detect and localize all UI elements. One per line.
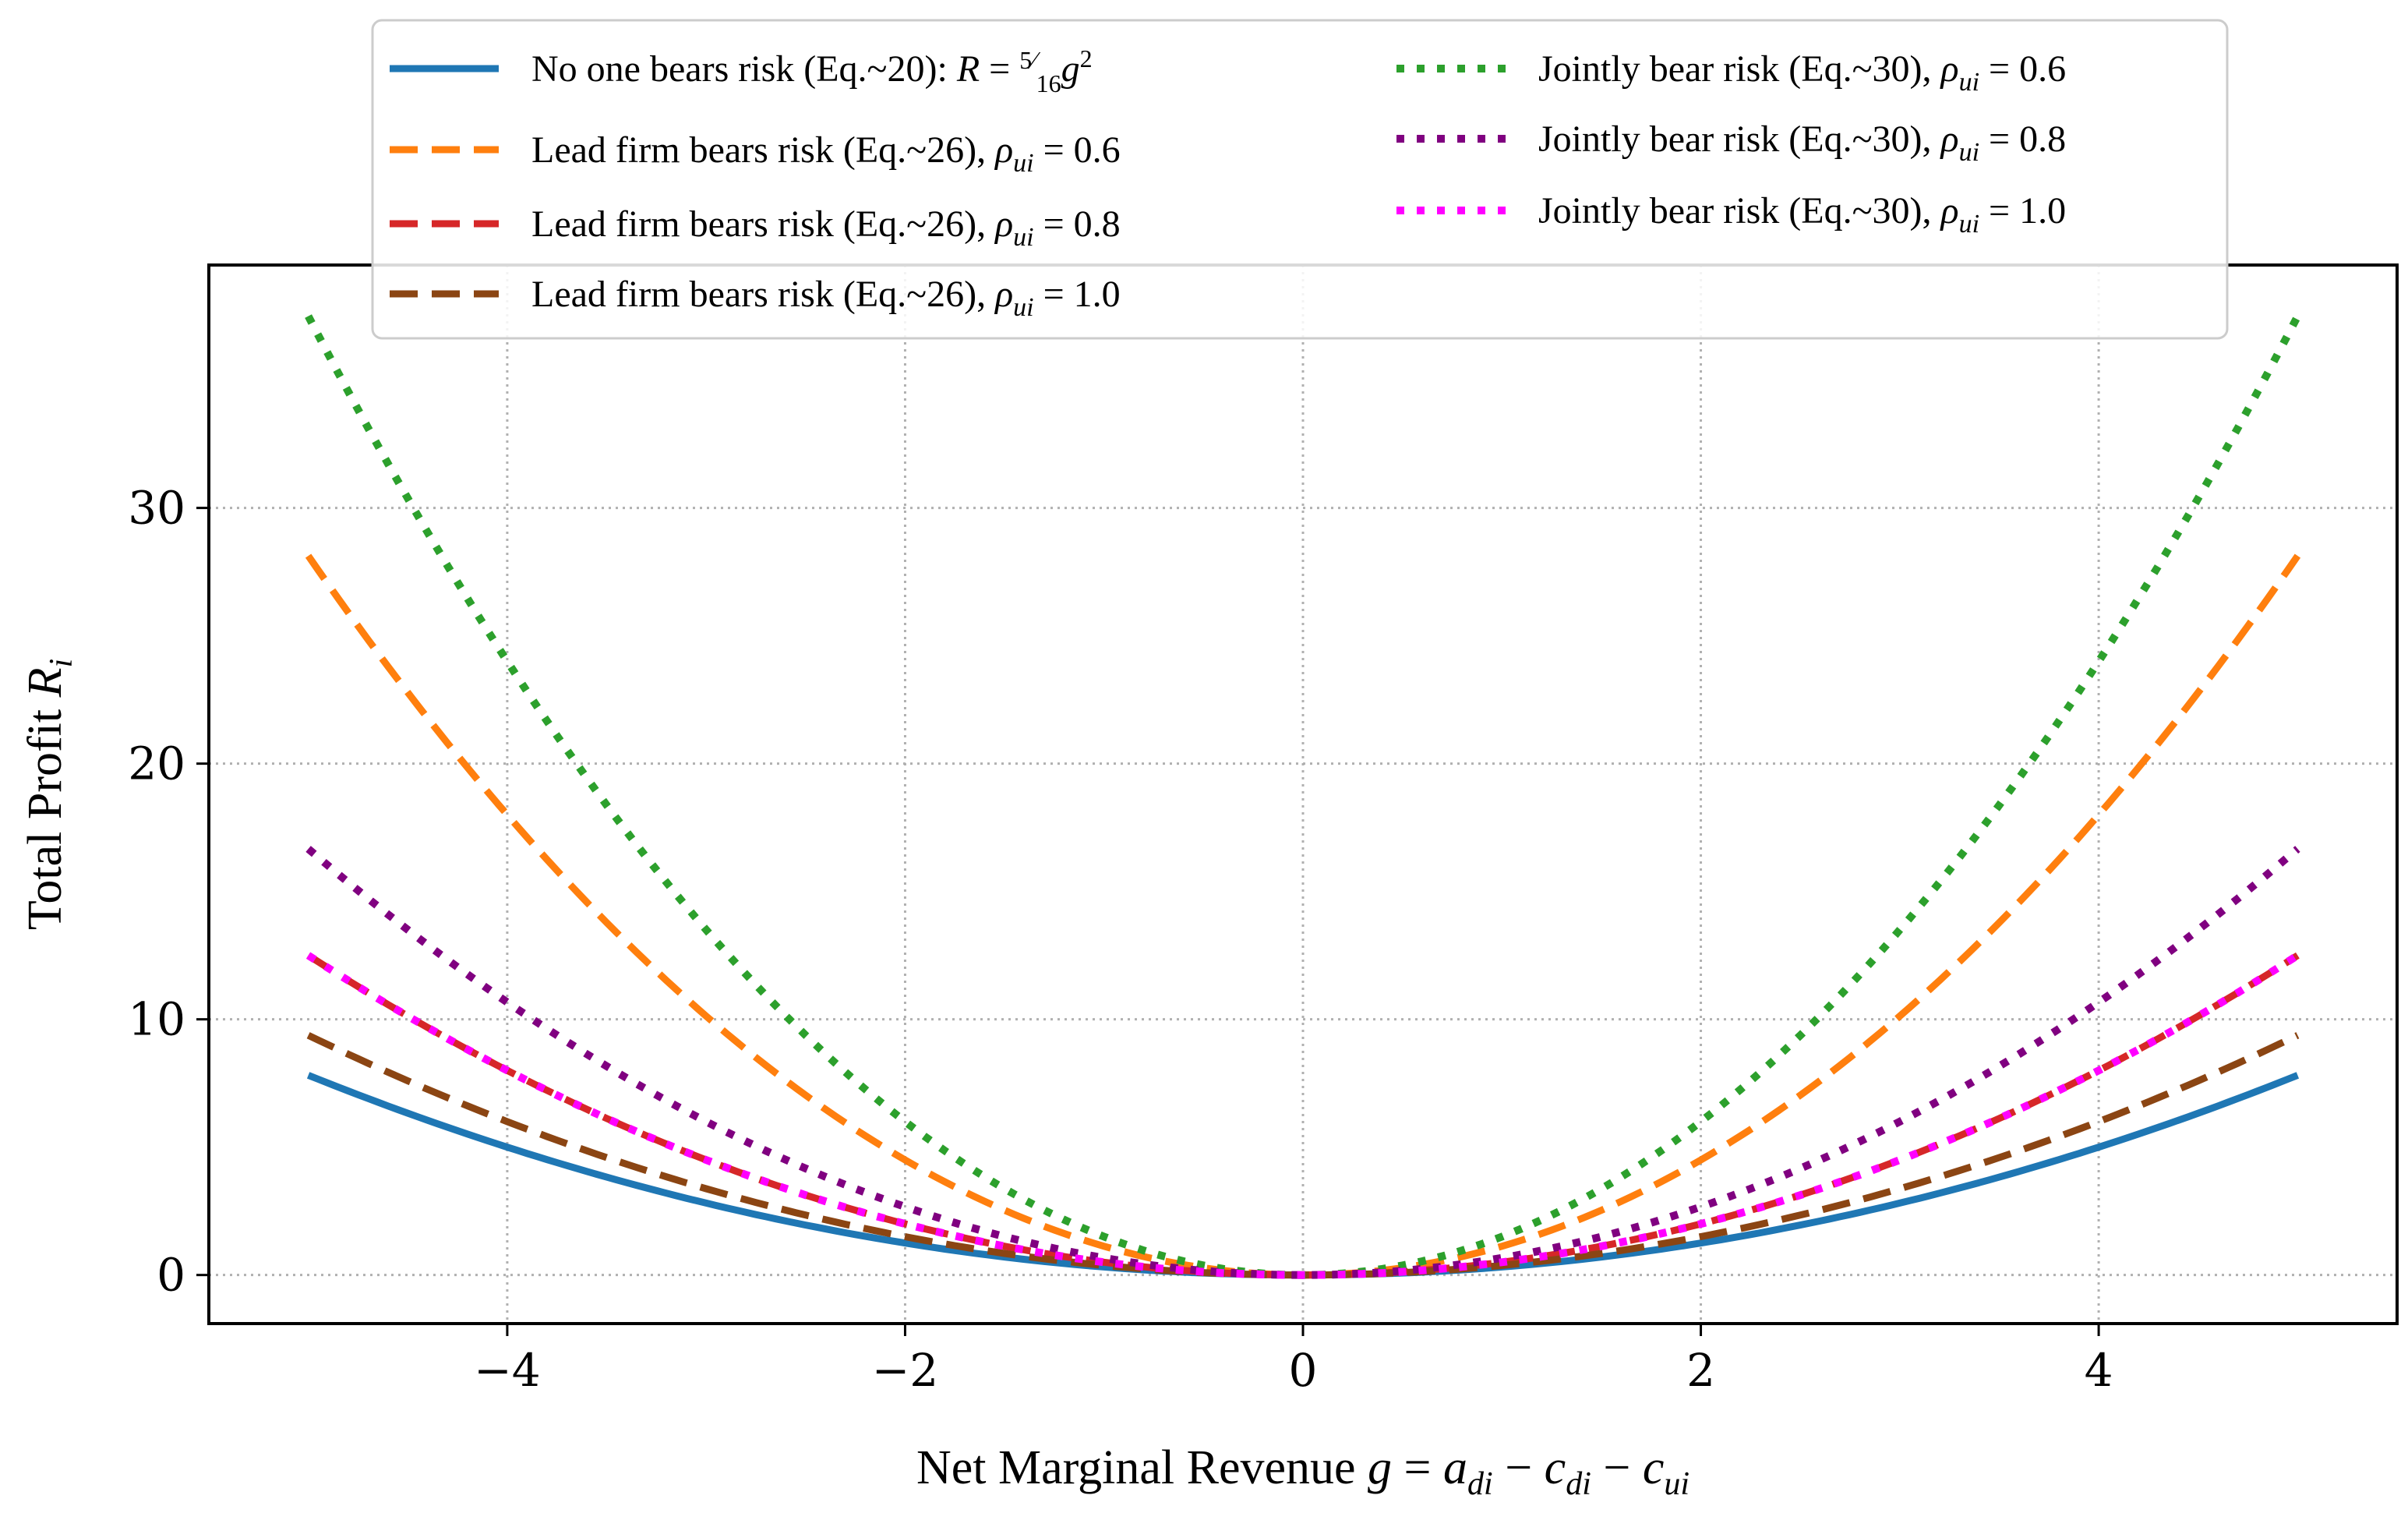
legend-label-4: Jointly bear risk (Eq.~30), ρui = 0.6 [1538,48,2066,97]
legend-label-5: Jointly bear risk (Eq.~30), ρui = 0.8 [1538,118,2066,167]
y-tick-label: 10 [128,993,185,1046]
y-tick-label: 20 [128,737,185,790]
y-axis-title: Total Profit Ri [19,659,79,930]
legend-box [371,19,2229,340]
grid [209,265,2397,1324]
x-axis: −4 −2 0 2 4 [474,1324,2113,1397]
legend-label-0: No one bears risk (Eq.~20): R = 5⁄16g2 [531,44,1093,97]
legend-label-3: Lead firm bears risk (Eq.~26), ρui = 1.0 [531,274,1121,322]
x-tick-label: 2 [1686,1344,1715,1397]
plot-area [305,314,2301,1279]
series-line-0 [306,1072,2300,1279]
x-tick-label: −4 [474,1344,541,1397]
y-tick-label: 0 [157,1249,185,1302]
x-tick-label: −2 [872,1344,939,1397]
legend: No one bears risk (Eq.~20): R = 5⁄16g2 Le… [371,19,2229,340]
x-axis-title: Net Marginal Revenue g = adi − cdi − cui [916,1441,1689,1502]
series-line-6 [305,952,2300,1279]
x-tick-label: 4 [2085,1344,2113,1397]
y-tick-label: 30 [128,482,185,535]
series-line-3 [306,1032,2300,1279]
series-line-1 [305,553,2301,1279]
legend-label-1: Lead firm bears risk (Eq.~26), ρui = 0.6 [531,129,1121,178]
series-line-5 [305,846,2300,1279]
x-tick-label: 0 [1289,1344,1318,1397]
legend-label-6: Jointly bear risk (Eq.~30), ρui = 1.0 [1538,190,2066,239]
series-line-4 [305,314,2301,1279]
legend-label-2: Lead firm bears risk (Eq.~26), ρui = 0.8 [531,203,1121,252]
y-axis: 0 10 20 30 [128,482,209,1302]
